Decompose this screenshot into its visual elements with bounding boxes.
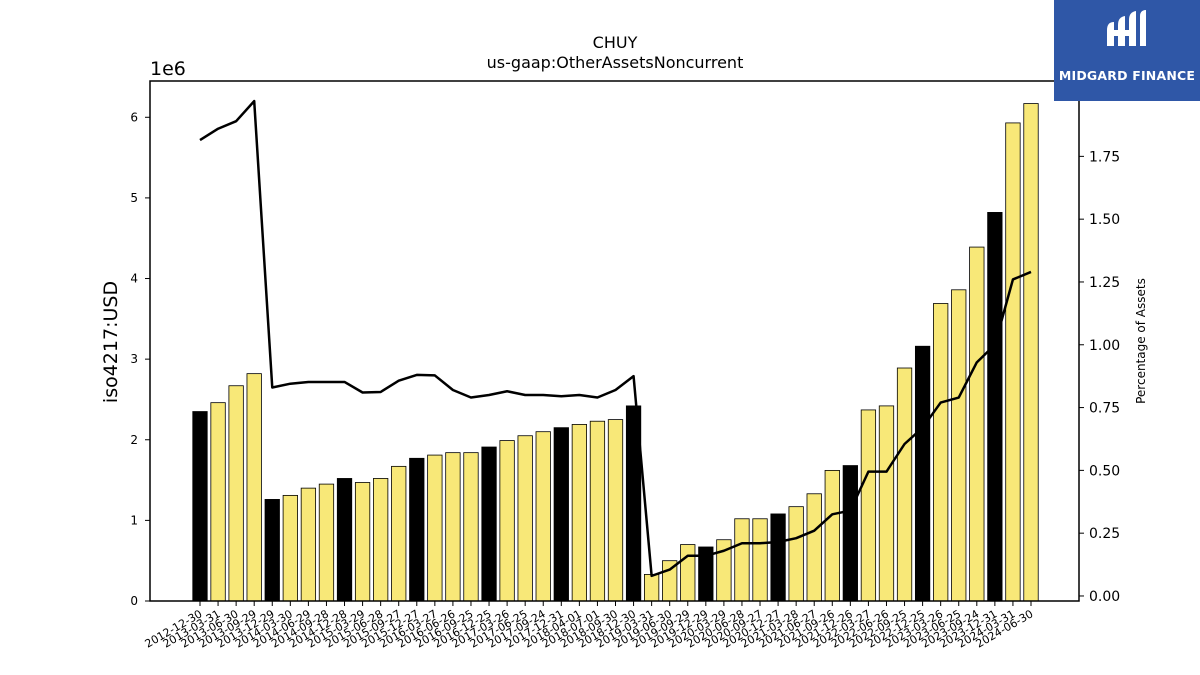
bar [734,518,750,602]
bar [300,487,317,602]
bar [788,506,804,602]
y-tick-label: 1 [130,513,138,527]
y-tick-label: 5 [130,191,138,205]
y2-tick-label: 1.00 [1089,338,1120,354]
y2-tick-label: 0.75 [1089,401,1120,417]
bar [914,345,931,602]
bar [463,452,479,602]
bar [318,483,335,602]
bar [282,494,298,602]
bar [896,367,913,602]
bar [336,478,353,602]
y2-tick-label: 0.00 [1089,589,1120,605]
midgard-logo-icon [1107,10,1146,46]
bar [481,446,497,602]
plot-frame [149,80,1080,602]
bar [752,518,768,602]
percentage-line [199,99,1032,578]
bar [373,478,389,602]
y-tick-label: 6 [130,110,138,124]
bar [770,513,786,602]
y-tick-label: 2 [130,433,138,447]
bar [842,465,858,602]
bar [1023,103,1039,602]
y2-tick-label: 0.25 [1089,526,1120,542]
bar [860,409,877,602]
y-tick-label: 0 [130,594,138,608]
chart-subtitle: us-gaap:OtherAssetsNoncurrent [487,53,744,72]
bar [589,420,606,602]
bar [933,303,949,602]
y-tick-label: 4 [130,272,138,286]
logo-name: MIDGARD FINANCE [1058,68,1196,83]
bar [246,373,262,602]
bar [228,385,244,602]
y2-tick-label: 0.50 [1089,463,1120,479]
bar [644,574,660,602]
bar [499,440,515,602]
bar [391,465,407,602]
bar [806,493,822,602]
bar [409,457,425,602]
bar [192,411,208,602]
y2-axis-label: Percentage of Assets [1134,278,1148,404]
bar [427,454,443,602]
bar [680,544,696,602]
bar [987,212,1003,602]
y-axis-label: iso4217:USD [100,281,122,403]
bar [571,424,587,602]
bar [354,482,371,602]
bar [878,405,895,602]
bar [535,431,551,602]
bar [517,435,533,602]
y2-tick-label: 1.25 [1089,275,1120,291]
bar [210,402,226,602]
y-scale-label: 1e6 [150,58,186,80]
midgard-finance-logo: MIDGARD FINANCE [1054,0,1200,101]
y2-tick-label: 1.75 [1089,149,1120,165]
bar [824,469,840,602]
bar [607,419,624,602]
bar [1005,122,1021,602]
chart-title: CHUY [593,33,638,52]
bar [553,427,569,602]
y2-tick-label: 1.50 [1089,212,1120,228]
bar [445,452,461,602]
y-tick-label: 3 [130,352,138,366]
bar [264,499,280,602]
bar [951,289,967,602]
bar [969,246,985,602]
